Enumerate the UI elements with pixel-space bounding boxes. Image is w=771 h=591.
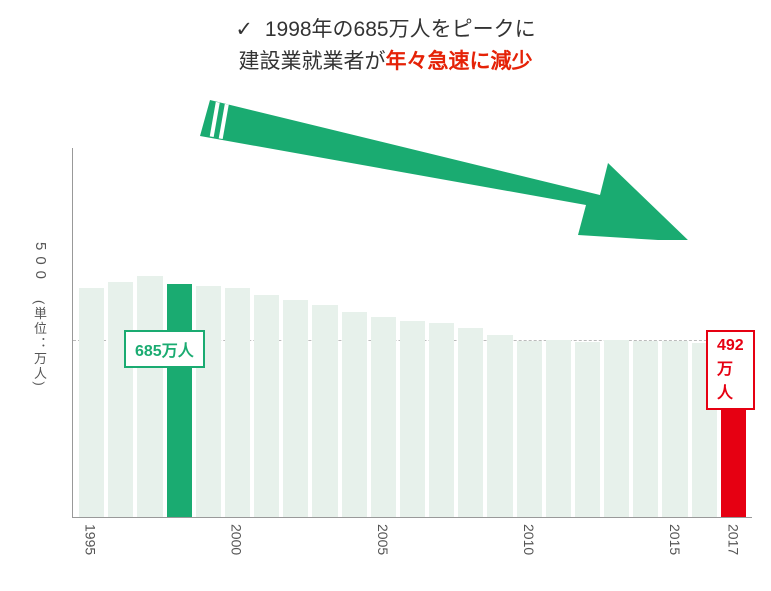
x-slot — [164, 518, 193, 568]
bar-2015 — [662, 341, 687, 517]
bar-slot — [281, 148, 310, 517]
x-slot — [397, 518, 426, 568]
x-slot — [251, 518, 280, 568]
x-label-2010: 2010 — [521, 524, 537, 568]
x-slot — [105, 518, 134, 568]
x-slot — [456, 518, 485, 568]
x-slot — [544, 518, 573, 568]
bar-slot — [631, 148, 660, 517]
bar-slot — [340, 148, 369, 517]
x-label-1995: 1995 — [83, 524, 99, 568]
x-slot — [602, 518, 631, 568]
x-label-2015: 2015 — [667, 524, 683, 568]
bar-slot — [369, 148, 398, 517]
callout-latest: 492万人 — [706, 330, 755, 410]
bar-2011 — [546, 340, 571, 517]
bar-slot — [573, 148, 602, 517]
x-slot: 2017 — [719, 518, 748, 568]
x-slot — [485, 518, 514, 568]
x-slot — [427, 518, 456, 568]
bar-1995 — [79, 288, 104, 517]
bar-2003 — [312, 305, 337, 517]
bar-slot — [456, 148, 485, 517]
x-slot — [573, 518, 602, 568]
y-axis-unit-label: (単位：万人) — [30, 300, 49, 388]
bar-2006 — [400, 321, 425, 517]
x-slot — [193, 518, 222, 568]
title-line2-emphasis: 年々急速に減少 — [386, 50, 533, 73]
bar-slot — [544, 148, 573, 517]
x-label-2000: 2000 — [229, 524, 245, 568]
callout-peak: 685万人 — [124, 330, 205, 368]
x-slot — [690, 518, 719, 568]
bar-2008 — [458, 328, 483, 517]
y-tick-500: 500 — [32, 242, 49, 285]
bar-slot — [602, 148, 631, 517]
bar-slot — [660, 148, 689, 517]
bar-slot — [398, 148, 427, 517]
x-slot: 2015 — [660, 518, 689, 568]
bar-2002 — [283, 300, 308, 517]
x-slot: 2005 — [368, 518, 397, 568]
bar-2010 — [517, 341, 542, 517]
bar-2007 — [429, 323, 454, 517]
bar-2005 — [371, 317, 396, 517]
bar-1997 — [137, 276, 162, 517]
title-line2-plain: 建設業就業者が — [239, 50, 386, 73]
title-line1: 1998年の685万人をピークに — [265, 18, 536, 41]
bar-2004 — [342, 312, 367, 517]
bar-1998 — [167, 284, 192, 517]
x-label-2005: 2005 — [375, 524, 391, 568]
x-slot — [281, 518, 310, 568]
x-label-2017: 2017 — [725, 524, 741, 568]
chart-container: ✓ 1998年の685万人をピークに 建設業就業者が年々急速に減少 500 (単… — [0, 0, 771, 591]
bar-2001 — [254, 295, 279, 517]
chart-title: ✓ 1998年の685万人をピークに 建設業就業者が年々急速に減少 — [0, 14, 771, 77]
bar-slot — [515, 148, 544, 517]
x-slot: 1995 — [76, 518, 105, 568]
x-slot: 2010 — [514, 518, 543, 568]
bar-2014 — [633, 341, 658, 517]
x-slot: 2000 — [222, 518, 251, 568]
bar-slot — [310, 148, 339, 517]
check-icon: ✓ — [235, 18, 253, 41]
bar-2012 — [575, 342, 600, 517]
bar-2013 — [604, 340, 629, 517]
bar-2009 — [487, 335, 512, 517]
x-slot — [631, 518, 660, 568]
x-axis-labels: 1995 2000 2005 2010 2015 2017 — [72, 518, 752, 568]
bar-slot — [223, 148, 252, 517]
bar-2000 — [225, 288, 250, 517]
bar-slot — [427, 148, 456, 517]
chart-plot-area: 199520002005201020152017 685万人 492万人 — [72, 148, 752, 518]
x-slot — [310, 518, 339, 568]
x-slot — [339, 518, 368, 568]
x-slot — [134, 518, 163, 568]
callout-latest-text: 492万人 — [717, 337, 744, 402]
callout-peak-text: 685万人 — [135, 343, 194, 360]
bar-1999 — [196, 286, 221, 517]
bar-slot — [77, 148, 106, 517]
bar-slot — [485, 148, 514, 517]
bar-slot — [252, 148, 281, 517]
bar-1996 — [108, 282, 133, 517]
